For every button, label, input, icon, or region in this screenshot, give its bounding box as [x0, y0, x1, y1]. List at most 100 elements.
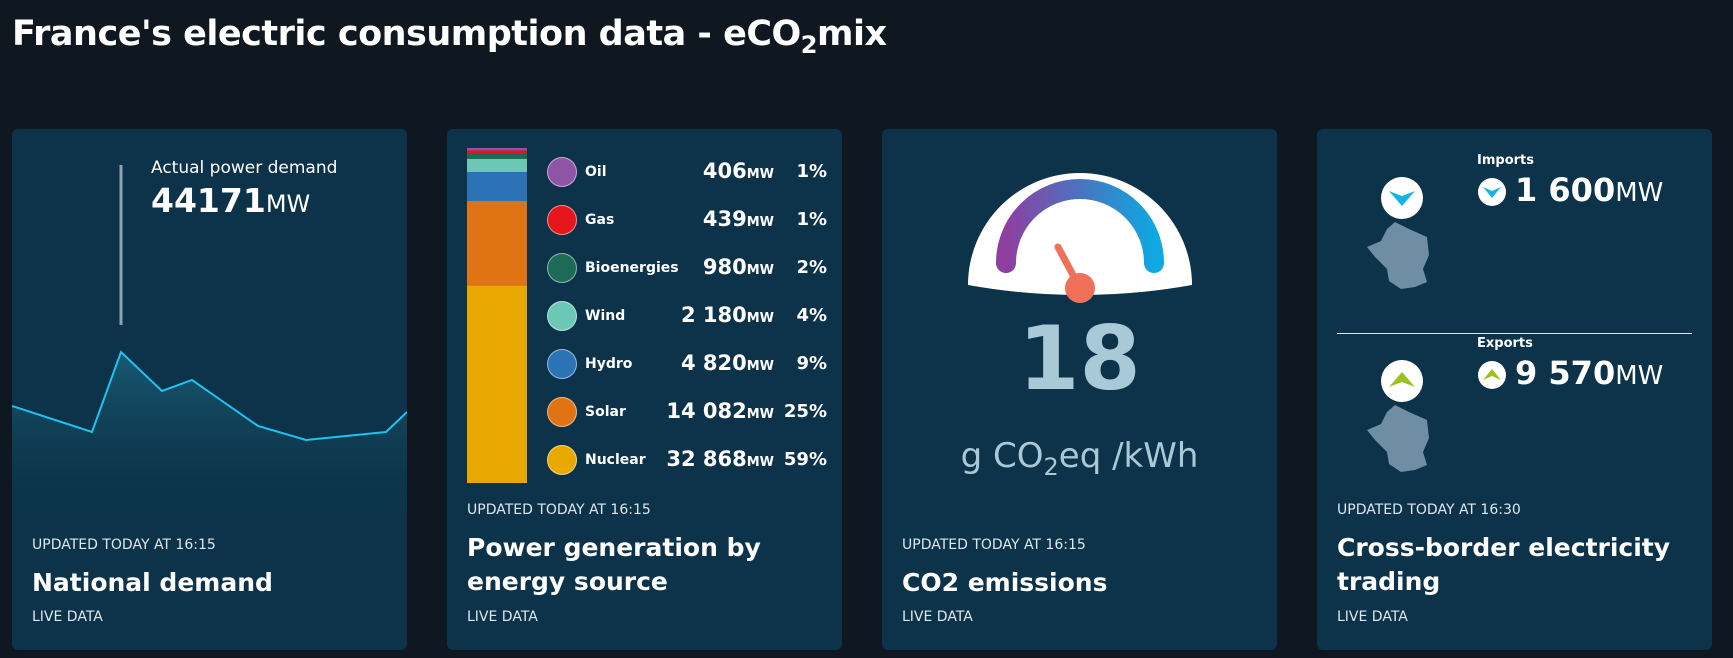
- source-icon: [547, 301, 577, 331]
- source-value: 14 082MW: [666, 399, 774, 423]
- value-number: 4 820: [680, 351, 747, 375]
- source-row: Gas 439MW 1%: [547, 204, 827, 236]
- value-unit: MW: [746, 263, 774, 278]
- live-label: LIVE DATA: [32, 609, 103, 625]
- metric-unit: MW: [265, 190, 311, 218]
- unit-sub: 2: [1043, 452, 1059, 481]
- co2-value: 18: [1018, 307, 1141, 410]
- value-number: 980: [702, 255, 747, 279]
- source-share: 2%: [796, 257, 827, 278]
- flow-label: Imports: [1477, 153, 1534, 168]
- source-value: 439MW: [703, 207, 774, 231]
- divider: [1337, 333, 1692, 334]
- source-icon: [547, 445, 577, 475]
- live-label: LIVE DATA: [1337, 609, 1408, 625]
- source-icon: [547, 205, 577, 235]
- card-title: Power generation by energy source: [467, 533, 761, 596]
- source-icon: [547, 253, 577, 283]
- title-sub: 2: [800, 31, 818, 59]
- stacked-bar: [467, 148, 527, 483]
- source-icon: [547, 349, 577, 379]
- source-name: Bioenergies: [585, 260, 679, 276]
- source-row: Bioenergies 980MW 2%: [547, 252, 827, 284]
- source-value: 4 820MW: [681, 351, 774, 375]
- flow-arrow: [1389, 191, 1415, 206]
- value-number: 406: [702, 159, 747, 183]
- page-title: France's electric consumption data - eCO…: [12, 14, 887, 59]
- flow-value: 1 600MW: [1515, 171, 1663, 209]
- flow-icon: [1478, 178, 1506, 206]
- source-value: 406MW: [703, 159, 774, 183]
- live-label: LIVE DATA: [467, 609, 538, 625]
- source-share: 59%: [783, 449, 827, 470]
- card-title: CO2 emissions: [902, 568, 1108, 597]
- source-row: Solar 14 082MW 25%: [547, 396, 827, 428]
- source-row: Hydro 4 820MW 9%: [547, 348, 827, 380]
- value-unit: MW: [1615, 178, 1664, 208]
- card[interactable]: Actual power demand 44171MW UPDATED TODA…: [12, 129, 407, 650]
- source-row: Wind 2 180MW 4%: [547, 300, 827, 332]
- bar-segment: [467, 150, 527, 154]
- bar-segment: [467, 153, 527, 159]
- bar-segment: [467, 148, 527, 151]
- flow-graphic: [1367, 360, 1429, 472]
- value-number: 2 180: [680, 303, 747, 327]
- value-unit: MW: [746, 407, 774, 422]
- bar-segment: [467, 285, 527, 483]
- sparkline: [12, 165, 407, 529]
- source-share: 9%: [796, 353, 827, 374]
- value-unit: MW: [746, 359, 774, 374]
- source-icon: [547, 157, 577, 187]
- value-number: 32 868: [666, 447, 747, 471]
- source-value: 980MW: [703, 255, 774, 279]
- title-text: mix: [816, 14, 887, 54]
- card[interactable]: UPDATED TODAY AT 16:30 Cross-border elec…: [1317, 129, 1712, 650]
- card[interactable]: 18 g CO2eq /kWh UPDATED TODAY AT 16:15 C…: [882, 129, 1277, 650]
- source-share: 1%: [796, 161, 827, 182]
- value-unit: MW: [746, 167, 774, 182]
- source-name: Nuclear: [585, 452, 646, 468]
- bar-segment: [467, 201, 527, 286]
- source-name: Wind: [585, 308, 626, 324]
- unit-text: g CO: [960, 436, 1044, 476]
- value-number: 9 570: [1515, 354, 1616, 392]
- source-icon: [547, 397, 577, 427]
- title-text: France's electric consumption data - eCO: [12, 14, 801, 54]
- value-number: 14 082: [666, 399, 747, 423]
- source-value: 2 180MW: [681, 303, 774, 327]
- flow-arrow: [1483, 369, 1501, 380]
- card[interactable]: UPDATED TODAY AT 16:15 Power generation …: [447, 129, 842, 650]
- value-number: 1 600: [1515, 171, 1616, 209]
- source-name: Gas: [585, 212, 615, 228]
- value-unit: MW: [746, 311, 774, 326]
- source-share: 4%: [796, 305, 827, 326]
- card-title: Cross-border electricity trading: [1337, 533, 1671, 596]
- gauge: [968, 173, 1192, 303]
- source-row: Oil 406MW 1%: [547, 156, 827, 188]
- card-title: National demand: [32, 568, 273, 597]
- flow-value: 9 570MW: [1515, 354, 1663, 392]
- source-row: Nuclear 32 868MW 59%: [547, 444, 827, 476]
- source-name: Hydro: [585, 356, 633, 372]
- source-name: Oil: [585, 164, 607, 180]
- updated: UPDATED TODAY AT 16:15: [467, 502, 651, 518]
- bar-segment: [467, 158, 527, 173]
- source-name: Solar: [585, 404, 626, 420]
- flow-arrow: [1483, 187, 1501, 198]
- source-share: 1%: [796, 209, 827, 230]
- flow-label: Exports: [1477, 336, 1533, 351]
- value-number: 439: [702, 207, 747, 231]
- value-unit: MW: [746, 455, 774, 470]
- source-share: 25%: [783, 401, 827, 422]
- value-unit: MW: [1615, 361, 1664, 391]
- updated: UPDATED TODAY AT 16:30: [1337, 502, 1521, 518]
- updated: UPDATED TODAY AT 16:15: [32, 537, 216, 553]
- metric-label: Actual power demand: [151, 158, 338, 178]
- unit-text: eq /kWh: [1058, 436, 1199, 476]
- france-map: [1367, 405, 1429, 472]
- source-value: 32 868MW: [666, 447, 774, 471]
- live-label: LIVE DATA: [902, 609, 973, 625]
- flow-icon: [1478, 361, 1506, 389]
- value-unit: MW: [746, 215, 774, 230]
